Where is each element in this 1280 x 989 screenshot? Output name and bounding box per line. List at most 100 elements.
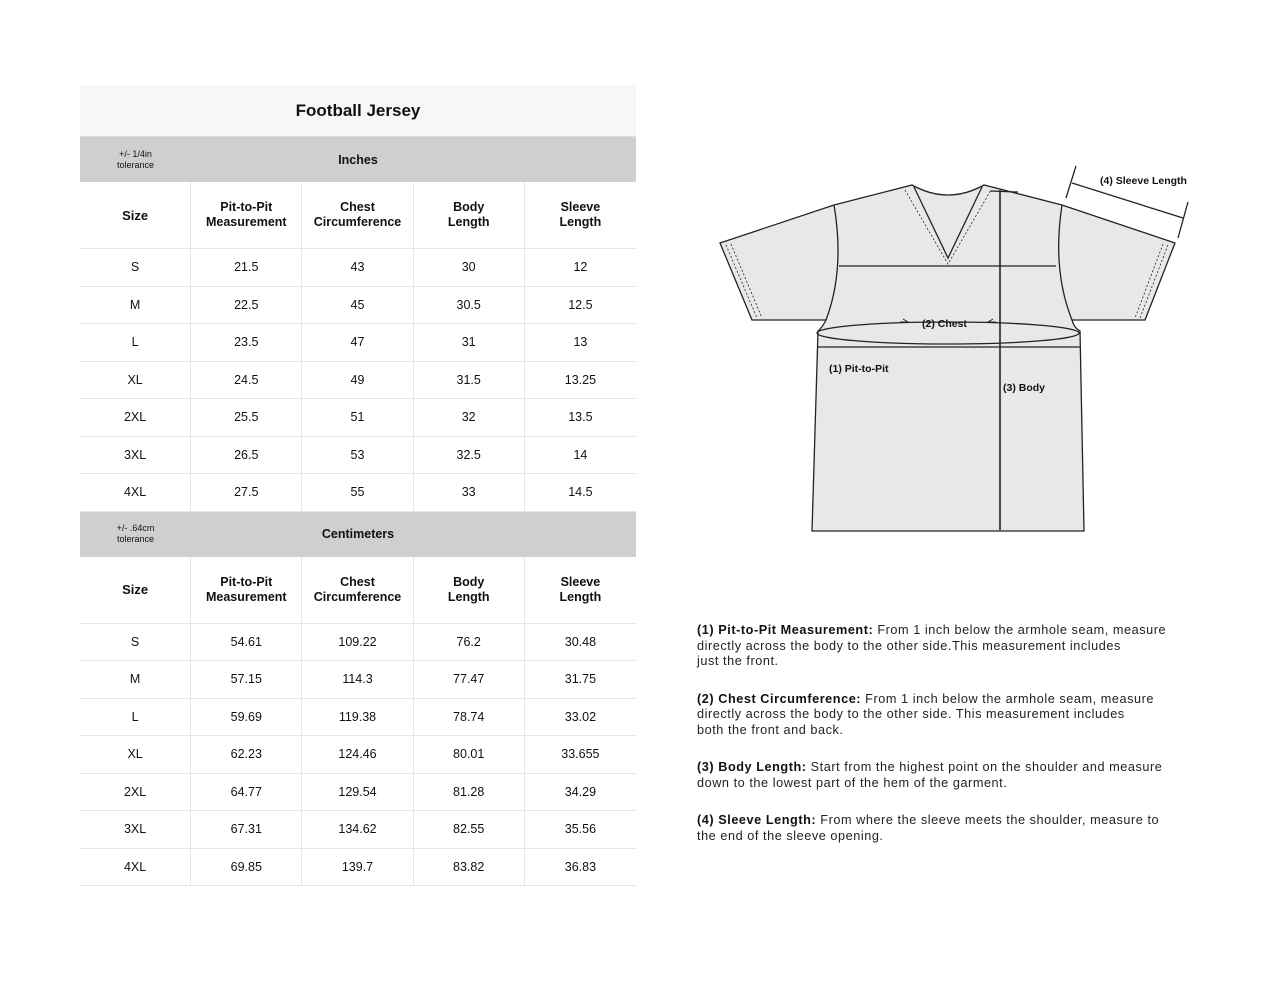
unit-label: Centimeters xyxy=(321,527,395,541)
header-line: Body xyxy=(453,200,485,214)
table-cell: 51 xyxy=(302,399,414,437)
column-header: Chest Circumference xyxy=(302,556,414,624)
table-cell: 32 xyxy=(413,399,525,437)
table-cell: 114.3 xyxy=(302,661,414,699)
table-cell: 119.38 xyxy=(302,698,414,736)
header-line: Sleeve xyxy=(560,200,601,214)
table-cell: 134.62 xyxy=(302,811,414,849)
table-cell: 124.46 xyxy=(302,736,414,774)
description-text: directly across the body to the other si… xyxy=(697,638,1121,653)
header-line: Chest xyxy=(340,200,375,214)
column-header: Pit-to-Pit Measurement xyxy=(191,182,303,249)
description-text: the end of the sleeve opening. xyxy=(697,828,884,843)
table-cell: XL xyxy=(80,736,192,774)
tolerance-line: +/- .64cm xyxy=(116,523,155,533)
jersey-outline xyxy=(719,165,1189,532)
table-cell: 30 xyxy=(413,249,525,287)
description-1: (1) Pit-to-Pit Measurement: From 1 inch … xyxy=(697,623,1217,670)
column-header: Size xyxy=(80,556,192,624)
table-cell: 43 xyxy=(302,249,414,287)
table-cell: 109.22 xyxy=(302,623,414,661)
header-text: Pit-to-Pit Measurement xyxy=(206,575,287,605)
table-cell: 27.5 xyxy=(191,474,303,512)
table-cell: 14.5 xyxy=(524,474,636,512)
description-text: directly across the body to the other si… xyxy=(697,707,1125,721)
table-cell: 23.5 xyxy=(191,324,303,362)
table-row: 2XL 64.77 129.54 81.28 34.29 xyxy=(80,773,636,811)
description-text: From 1 inch below the armhole seam, meas… xyxy=(873,623,1167,637)
table-cell: 47 xyxy=(302,324,414,362)
table-cell: 31 xyxy=(413,324,525,362)
description-label: (2) Chest Circumference: xyxy=(697,691,862,706)
table-cell: L xyxy=(80,698,192,736)
pit-to-pit-label: (1) Pit-to-Pit xyxy=(829,363,889,375)
header-line: Size xyxy=(122,207,149,223)
table-cell: 81.28 xyxy=(413,773,525,811)
table-cell: 30.48 xyxy=(524,624,636,661)
header-line: Length xyxy=(447,589,490,604)
table-cell: 69.85 xyxy=(191,848,303,886)
table-row: XL 24.5 49 31.5 13.25 xyxy=(80,361,636,399)
tolerance-note: +/- 1/4in tolerance xyxy=(80,149,191,171)
table-cell: 24.5 xyxy=(191,361,303,399)
column-header: Pit-to-Pit Measurement xyxy=(191,556,303,624)
table-cell: 34.29 xyxy=(524,774,636,811)
tolerance-line: +/- 1/4in xyxy=(119,148,152,159)
table-cell: 49 xyxy=(302,361,414,399)
table-cell: L xyxy=(80,324,192,362)
header-line: Measurement xyxy=(205,215,287,229)
description-text: just the front. xyxy=(697,654,779,668)
table-cell: 12 xyxy=(524,249,636,287)
column-header: Sleeve Length xyxy=(524,182,636,249)
table-row: 3XL 67.31 134.62 82.55 35.56 xyxy=(80,811,636,849)
column-header: Sleeve Length xyxy=(524,557,636,624)
table-row: 4XL 69.85 139.7 83.82 36.83 xyxy=(80,848,636,886)
table-cell: 22.5 xyxy=(191,286,303,324)
table-row: 3XL 26.5 53 32.5 14 xyxy=(80,436,636,474)
table-row: XL 62.23 124.46 80.01 33.655 xyxy=(80,736,636,774)
header-line: Sleeve xyxy=(560,574,601,589)
header-text: Body Length xyxy=(448,575,490,605)
description-text: down to the lowest part of the hem of th… xyxy=(697,775,1008,790)
body-label: (3) Body xyxy=(1003,382,1045,394)
table-cell: 13 xyxy=(524,324,636,362)
header-text: Pit-to-Pit Measurement xyxy=(206,200,287,230)
description-3: (3) Body Length: Start from the highest … xyxy=(697,760,1217,791)
table-cell: 3XL xyxy=(80,811,192,849)
description-label: (1) Pit-to-Pit Measurement: xyxy=(697,623,874,637)
table-row: M 57.15 114.3 77.47 31.75 xyxy=(80,661,636,699)
table-cell: 33.655 xyxy=(524,736,636,774)
table-cell: 26.5 xyxy=(191,436,303,474)
chest-label: (2) Chest xyxy=(922,318,967,330)
header-text: Size xyxy=(122,582,148,597)
description-text: From where the sleeve meets the shoulder… xyxy=(816,813,1160,827)
table-cell: 129.54 xyxy=(302,773,414,811)
table-row: S 54.61 109.22 76.2 30.48 xyxy=(80,623,636,661)
tolerance-line: tolerance xyxy=(116,159,155,170)
table-cell: 32.5 xyxy=(413,436,525,474)
table-row: S 21.5 43 30 12 xyxy=(80,249,636,287)
description-2: (2) Chest Circumference: From 1 inch bel… xyxy=(697,692,1217,739)
header-text: Chest Circumference xyxy=(314,575,402,605)
table-cell: 12.5 xyxy=(524,287,636,324)
header-line: Size xyxy=(122,582,149,597)
table-cell: 21.5 xyxy=(191,249,303,287)
table-cell: 59.69 xyxy=(191,698,303,736)
table-cell: 67.31 xyxy=(191,811,303,849)
header-line: Pit-to-Pit xyxy=(220,574,273,589)
header-text: Chest Circumference xyxy=(314,200,402,230)
table-cell: 139.7 xyxy=(302,848,414,886)
table-cell: M xyxy=(80,661,192,699)
table-cell: 25.5 xyxy=(191,399,303,437)
header-text: Size xyxy=(122,208,148,223)
table-cell: 35.56 xyxy=(524,811,636,849)
column-header: Body Length xyxy=(413,182,525,249)
table-cell: 31.5 xyxy=(413,361,525,399)
header-line: Length xyxy=(559,215,602,229)
table-row: M 22.5 45 30.5 12.5 xyxy=(80,286,636,324)
description-label: (4) Sleeve Length: xyxy=(697,813,817,827)
table-row: L 23.5 47 31 13 xyxy=(80,324,636,362)
header-row: Size Pit-to-Pit Measurement Chest Circumfere… xyxy=(80,182,636,249)
header-text: Sleeve Length xyxy=(560,200,602,230)
table-cell: 14 xyxy=(524,437,636,474)
